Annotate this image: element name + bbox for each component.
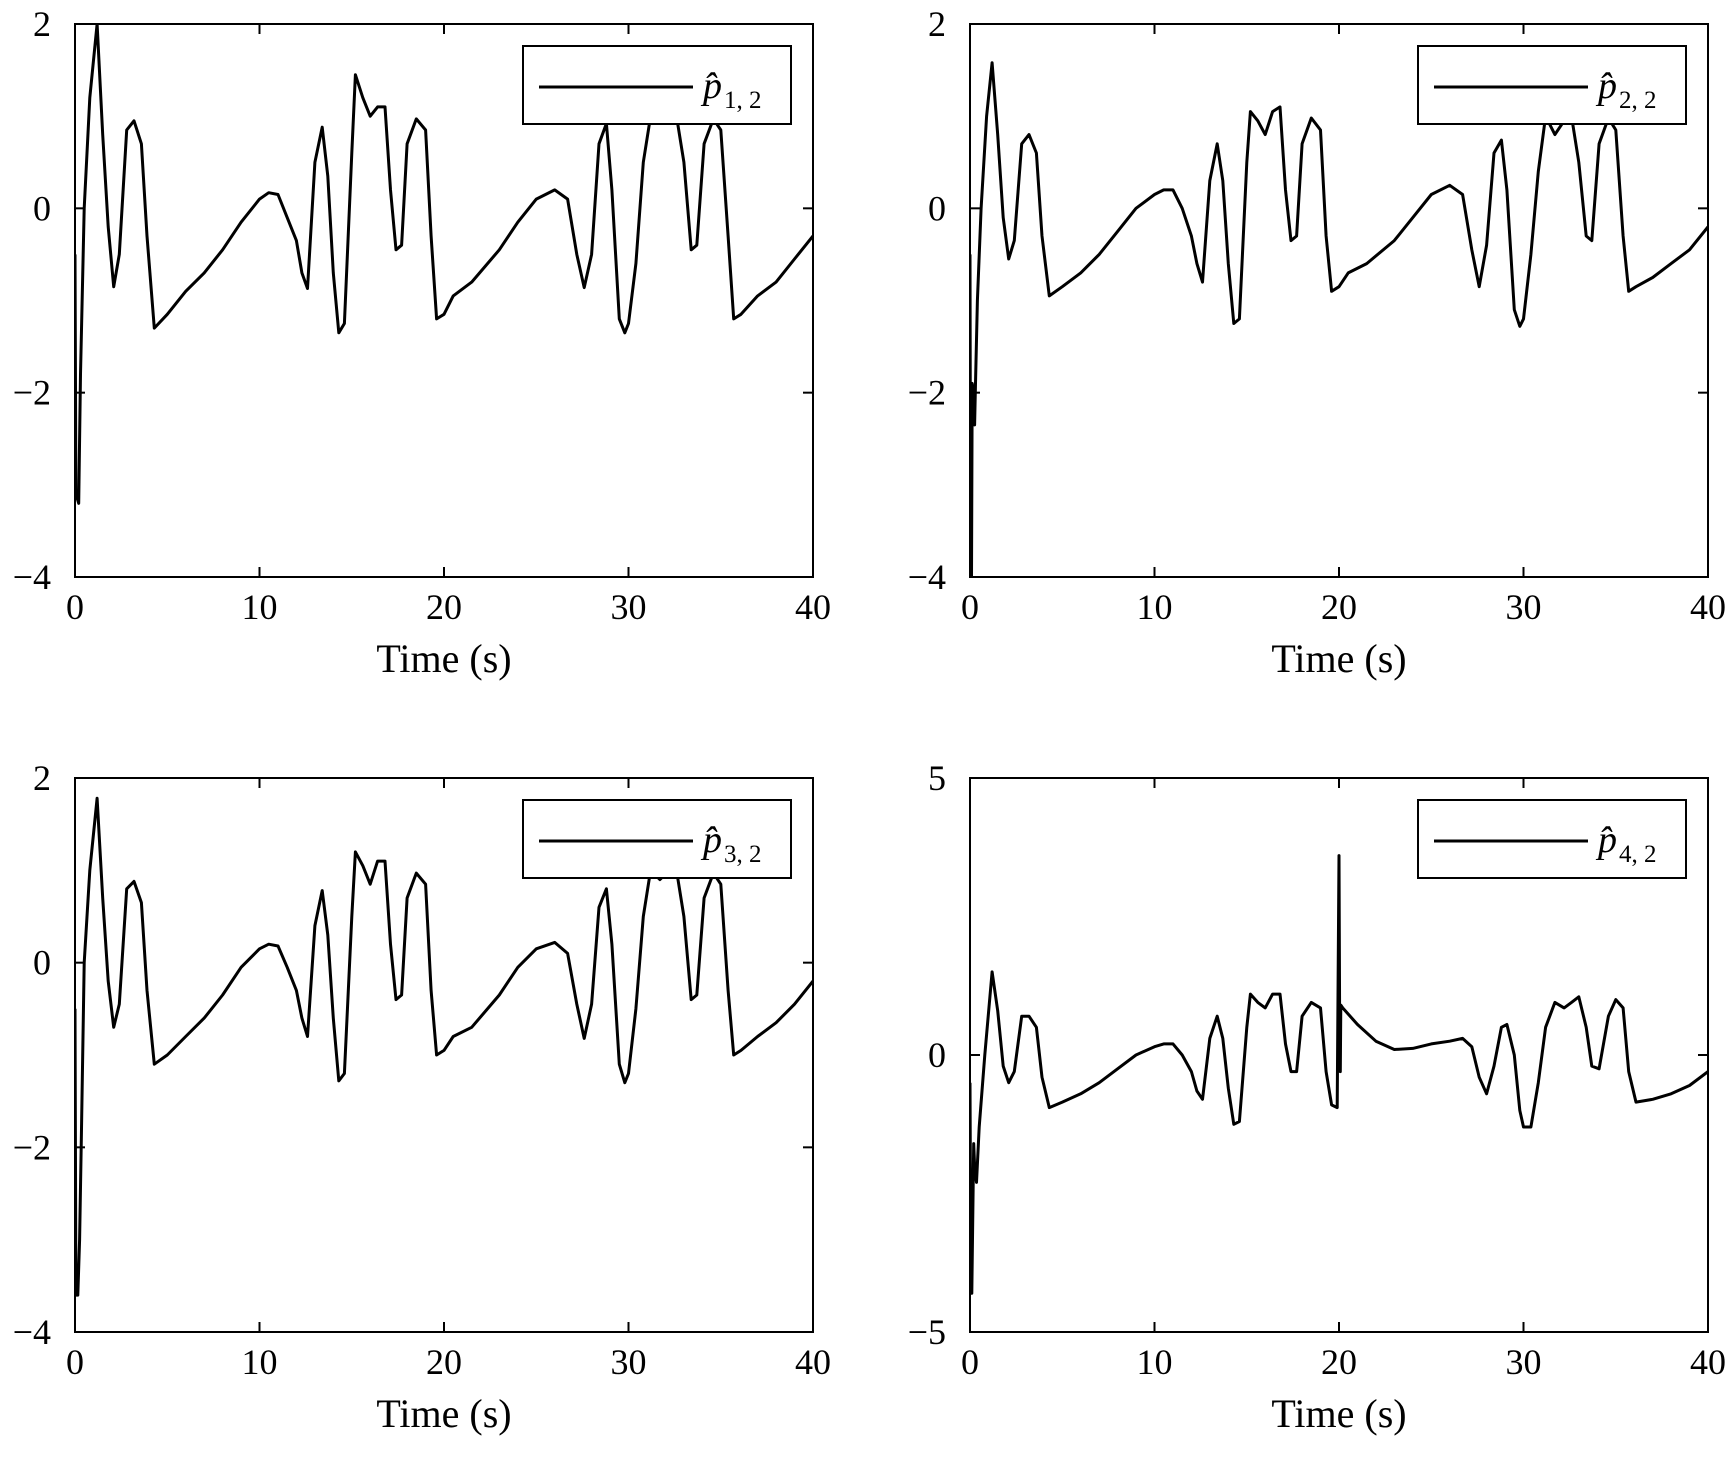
legend-symbol: p̂ [700,65,722,107]
y-tick-label: 2 [33,4,51,44]
legend-symbol: p̂ [1595,65,1617,107]
y-tick-label: −2 [908,373,946,413]
x-tick-label: 30 [611,587,647,627]
subplot-3: 0 10 20 30 40 −4 −2 0 2 Time (s) p̂3, 2 [13,758,831,1436]
x-axis-title: Time (s) [1271,1391,1406,1436]
y-tick-label: −5 [908,1312,946,1352]
y-tick-label: 0 [33,943,51,983]
legend-box [1417,799,1687,879]
x-tick-label: 20 [1321,587,1357,627]
legend-label: p̂4, 2 [1595,819,1657,868]
legend-label: p̂3, 2 [700,819,762,868]
legend-box [522,45,792,125]
x-axis-title: Time (s) [1271,636,1406,681]
x-tick-label: 0 [961,587,979,627]
legend-box [1417,45,1687,125]
y-tick-label: −4 [13,557,51,597]
y-tick-label: −4 [13,1312,51,1352]
subplot-4: 0 10 20 30 40 −5 0 5 Time (s) p̂4, 2 [908,758,1726,1436]
legend-subscript: 3, 2 [724,841,762,868]
y-tick-label: 5 [928,758,946,798]
x-tick-label: 40 [795,587,831,627]
x-tick-label: 30 [1506,587,1542,627]
y-tick-label: 0 [33,188,51,228]
x-tick-label: 40 [795,1342,831,1382]
legend: p̂4, 2 [1417,799,1687,879]
series-line [970,61,1708,577]
x-axis-title: Time (s) [376,1391,511,1436]
x-tick-label: 20 [1321,1342,1357,1382]
legend: p̂1, 2 [522,45,792,125]
legend: p̂3, 2 [522,799,792,879]
x-tick-label: 10 [242,587,278,627]
y-tick-label: 0 [928,188,946,228]
x-tick-label: 0 [66,1342,84,1382]
y-tick-label: −2 [13,1127,51,1167]
x-tick-label: 10 [242,1342,278,1382]
legend-subscript: 2, 2 [1619,87,1657,114]
x-tick-label: 30 [1506,1342,1542,1382]
legend-box [522,799,792,879]
x-tick-label: 0 [961,1342,979,1382]
x-tick-label: 10 [1137,587,1173,627]
legend-label: p̂2, 2 [1595,65,1657,114]
x-tick-label: 0 [66,587,84,627]
x-tick-label: 40 [1690,587,1726,627]
legend-subscript: 1, 2 [724,87,762,114]
x-tick-label: 20 [426,1342,462,1382]
x-axis-title: Time (s) [376,636,511,681]
legend-symbol: p̂ [700,819,722,861]
y-tick-label: 2 [928,4,946,44]
subplot-1: 0 10 20 30 40 −4 −2 0 2 Time (s) p̂1, 2 [13,4,831,681]
y-tick-label: 0 [928,1035,946,1075]
legend-label: p̂1, 2 [700,65,762,114]
subplot-2: 0 10 20 30 40 −4 −2 0 2 Time (s) p̂2, 2 [908,4,1726,681]
y-tick-label: −4 [908,557,946,597]
x-tick-label: 10 [1137,1342,1173,1382]
y-tick-label: −2 [13,373,51,413]
legend-subscript: 4, 2 [1619,841,1657,868]
legend-symbol: p̂ [1595,819,1617,861]
x-tick-label: 20 [426,587,462,627]
series-line [970,854,1708,1295]
y-tick-label: 2 [33,758,51,798]
x-tick-label: 30 [611,1342,647,1382]
x-tick-label: 40 [1690,1342,1726,1382]
legend: p̂2, 2 [1417,45,1687,125]
